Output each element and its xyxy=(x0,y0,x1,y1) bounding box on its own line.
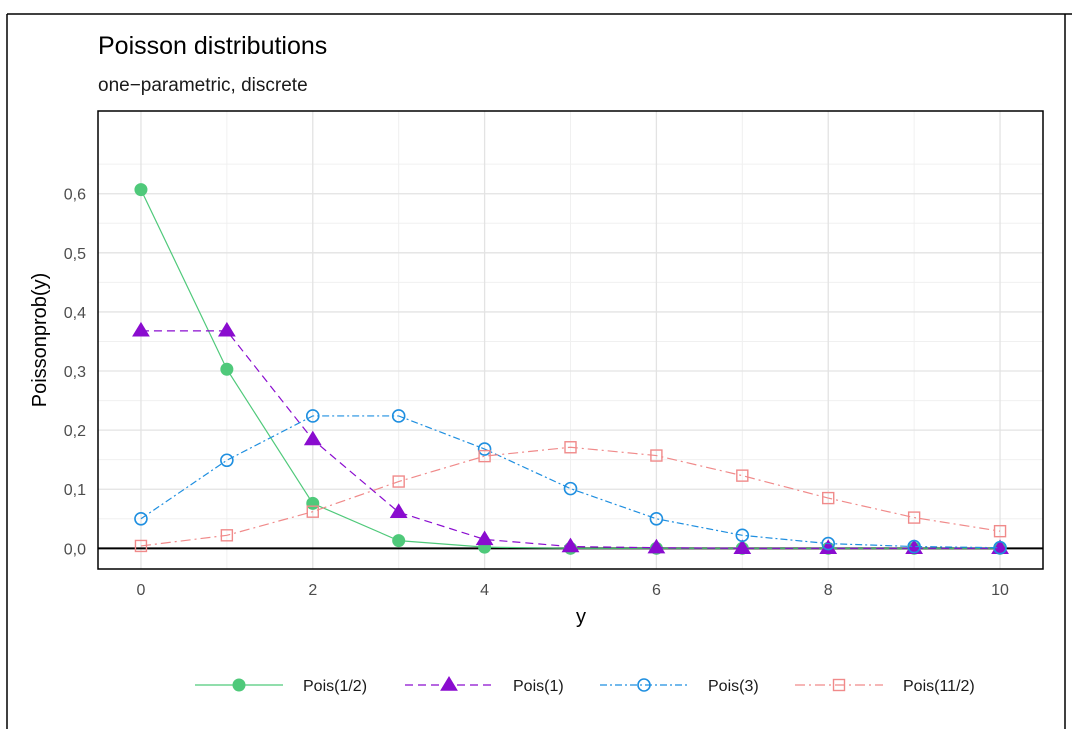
data-point xyxy=(303,430,322,446)
legend-item-3: Pois(11/2) xyxy=(795,678,975,695)
legend-item-1: Pois(1) xyxy=(405,676,564,695)
data-point xyxy=(477,442,492,456)
data-point xyxy=(134,539,148,553)
series-line xyxy=(140,446,1001,547)
data-point xyxy=(561,537,580,553)
data-point xyxy=(475,530,494,546)
legend-marker xyxy=(832,678,846,692)
y-tick-label: 0,0 xyxy=(64,541,86,558)
x-tick-label: 8 xyxy=(824,582,833,599)
data-point xyxy=(392,475,405,488)
data-point xyxy=(993,540,1007,555)
data-point xyxy=(907,511,921,524)
y-tick-label: 0,6 xyxy=(64,187,86,204)
chart-subtitle: one−parametric, discrete xyxy=(98,75,308,96)
data-point xyxy=(220,453,234,468)
data-point xyxy=(822,491,835,505)
data-point xyxy=(733,539,752,555)
y-axis-label: Poissonprob(y) xyxy=(29,273,51,408)
legend: Pois(1/2) Pois(1) Pois(3) Pois(11/2) xyxy=(195,676,975,695)
x-axis-label: y xyxy=(576,606,586,628)
data-point xyxy=(564,441,577,454)
y-tick-label: 0,3 xyxy=(64,364,86,381)
legend-item-2: Pois(3) xyxy=(600,678,759,695)
legend-label: Pois(1) xyxy=(513,678,564,695)
data-point xyxy=(306,496,320,510)
x-tick-label: 0 xyxy=(137,582,146,599)
y-tick-label: 0,5 xyxy=(64,246,86,263)
data-point xyxy=(389,503,408,518)
legend-marker xyxy=(232,678,246,692)
data-point xyxy=(217,321,236,337)
data-point xyxy=(392,534,406,548)
legend-marker xyxy=(637,678,651,692)
data-point xyxy=(821,536,836,551)
x-tick-label: 10 xyxy=(991,582,1009,599)
data-point xyxy=(735,528,750,543)
data-point xyxy=(647,538,666,554)
series-layer xyxy=(132,183,1009,555)
data-point xyxy=(650,449,663,462)
legend-marker xyxy=(440,676,458,691)
data-point xyxy=(649,511,664,526)
data-point xyxy=(993,524,1007,538)
data-point xyxy=(220,362,234,376)
y-tick-label: 0,2 xyxy=(64,423,86,440)
data-point xyxy=(563,481,578,496)
axis-layer: 0,0 0,1 0,2 0,3 0,4 0,5 0,6 0 2 4 6 8 10 xyxy=(64,187,1043,599)
legend-label: Pois(1/2) xyxy=(303,678,367,695)
data-point xyxy=(306,505,319,518)
grid-layer xyxy=(98,111,1043,569)
y-tick-label: 0,1 xyxy=(64,482,86,499)
series-2 xyxy=(134,409,1007,555)
legend-item-0: Pois(1/2) xyxy=(195,678,367,695)
data-point xyxy=(391,409,406,423)
legend-label: Pois(11/2) xyxy=(903,678,975,695)
series-line xyxy=(140,415,1001,549)
series-3 xyxy=(134,441,1007,553)
data-point xyxy=(134,183,148,197)
legend-label: Pois(3) xyxy=(708,678,759,695)
x-tick-label: 2 xyxy=(308,582,317,599)
data-point xyxy=(736,469,749,482)
data-point xyxy=(220,529,234,542)
x-tick-label: 4 xyxy=(480,582,489,599)
data-point xyxy=(478,449,491,463)
data-point xyxy=(134,511,148,526)
panel-border xyxy=(97,110,1044,570)
data-point xyxy=(132,321,150,337)
data-point xyxy=(907,539,921,554)
y-tick-label: 0,4 xyxy=(64,305,86,322)
data-point xyxy=(305,409,320,423)
x-tick-label: 6 xyxy=(652,582,661,599)
chart-title: Poisson distributions xyxy=(98,32,327,60)
